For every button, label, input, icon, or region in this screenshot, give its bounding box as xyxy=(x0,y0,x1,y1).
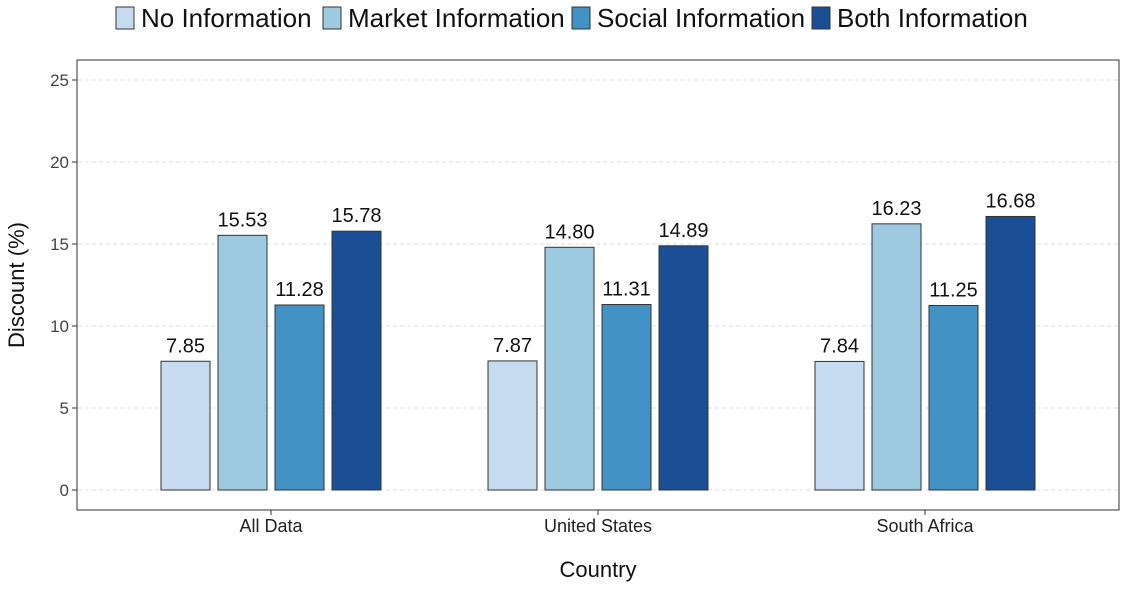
bar xyxy=(871,223,922,491)
legend: No Information Market Information Social I… xyxy=(115,3,1028,33)
data-label: 16.68 xyxy=(985,190,1035,212)
bar xyxy=(487,360,538,491)
data-label: 15.78 xyxy=(331,205,381,227)
data-label: 7.85 xyxy=(166,335,205,357)
x-axis-title: Country xyxy=(559,557,636,582)
bar xyxy=(601,304,652,491)
bar xyxy=(217,234,268,491)
bar xyxy=(544,246,595,491)
bar xyxy=(928,305,979,491)
legend-swatch xyxy=(115,6,135,30)
x-tick-label: United States xyxy=(544,516,652,536)
legend-label: Market Information xyxy=(348,3,565,33)
y-tick-label: 15 xyxy=(50,235,69,254)
x-axis-ticks: All Data United States South Africa xyxy=(239,510,975,536)
legend-label: Social Information xyxy=(597,3,805,33)
data-label: 11.25 xyxy=(929,280,978,302)
x-tick-label: South Africa xyxy=(876,516,974,536)
data-label: 7.84 xyxy=(820,335,859,357)
data-labels: 7.85 15.53 11.28 15.78 7.87 14.80 11.31 14.89 7.… xyxy=(166,190,1036,357)
y-axis-title: Discount (%) xyxy=(4,222,29,348)
y-tick-label: 25 xyxy=(50,71,69,90)
bar xyxy=(658,245,709,491)
data-label: 7.87 xyxy=(493,335,532,357)
data-label: 15.53 xyxy=(217,209,267,231)
legend-label: Both Information xyxy=(837,3,1028,33)
grid-lines xyxy=(78,79,1118,491)
legend-swatch xyxy=(322,6,342,30)
y-tick-label: 20 xyxy=(50,153,69,172)
y-tick-label: 0 xyxy=(60,481,69,500)
legend-swatch xyxy=(811,6,831,30)
y-tick-label: 10 xyxy=(50,317,69,336)
data-label: 14.80 xyxy=(544,221,594,243)
data-label: 14.89 xyxy=(658,220,708,242)
bar xyxy=(331,230,382,491)
y-axis-ticks: 0 5 10 15 20 25 xyxy=(50,71,77,500)
bar xyxy=(814,360,865,491)
y-tick-label: 5 xyxy=(60,399,69,418)
bars xyxy=(160,215,1036,491)
bar xyxy=(985,215,1036,491)
legend-swatch xyxy=(571,6,591,30)
bar xyxy=(160,360,211,491)
legend-label: No Information xyxy=(141,3,312,33)
data-label: 11.28 xyxy=(275,279,324,301)
data-label: 16.23 xyxy=(871,198,921,220)
data-label: 11.31 xyxy=(602,279,651,301)
x-tick-label: All Data xyxy=(239,516,303,536)
bar xyxy=(274,304,325,491)
